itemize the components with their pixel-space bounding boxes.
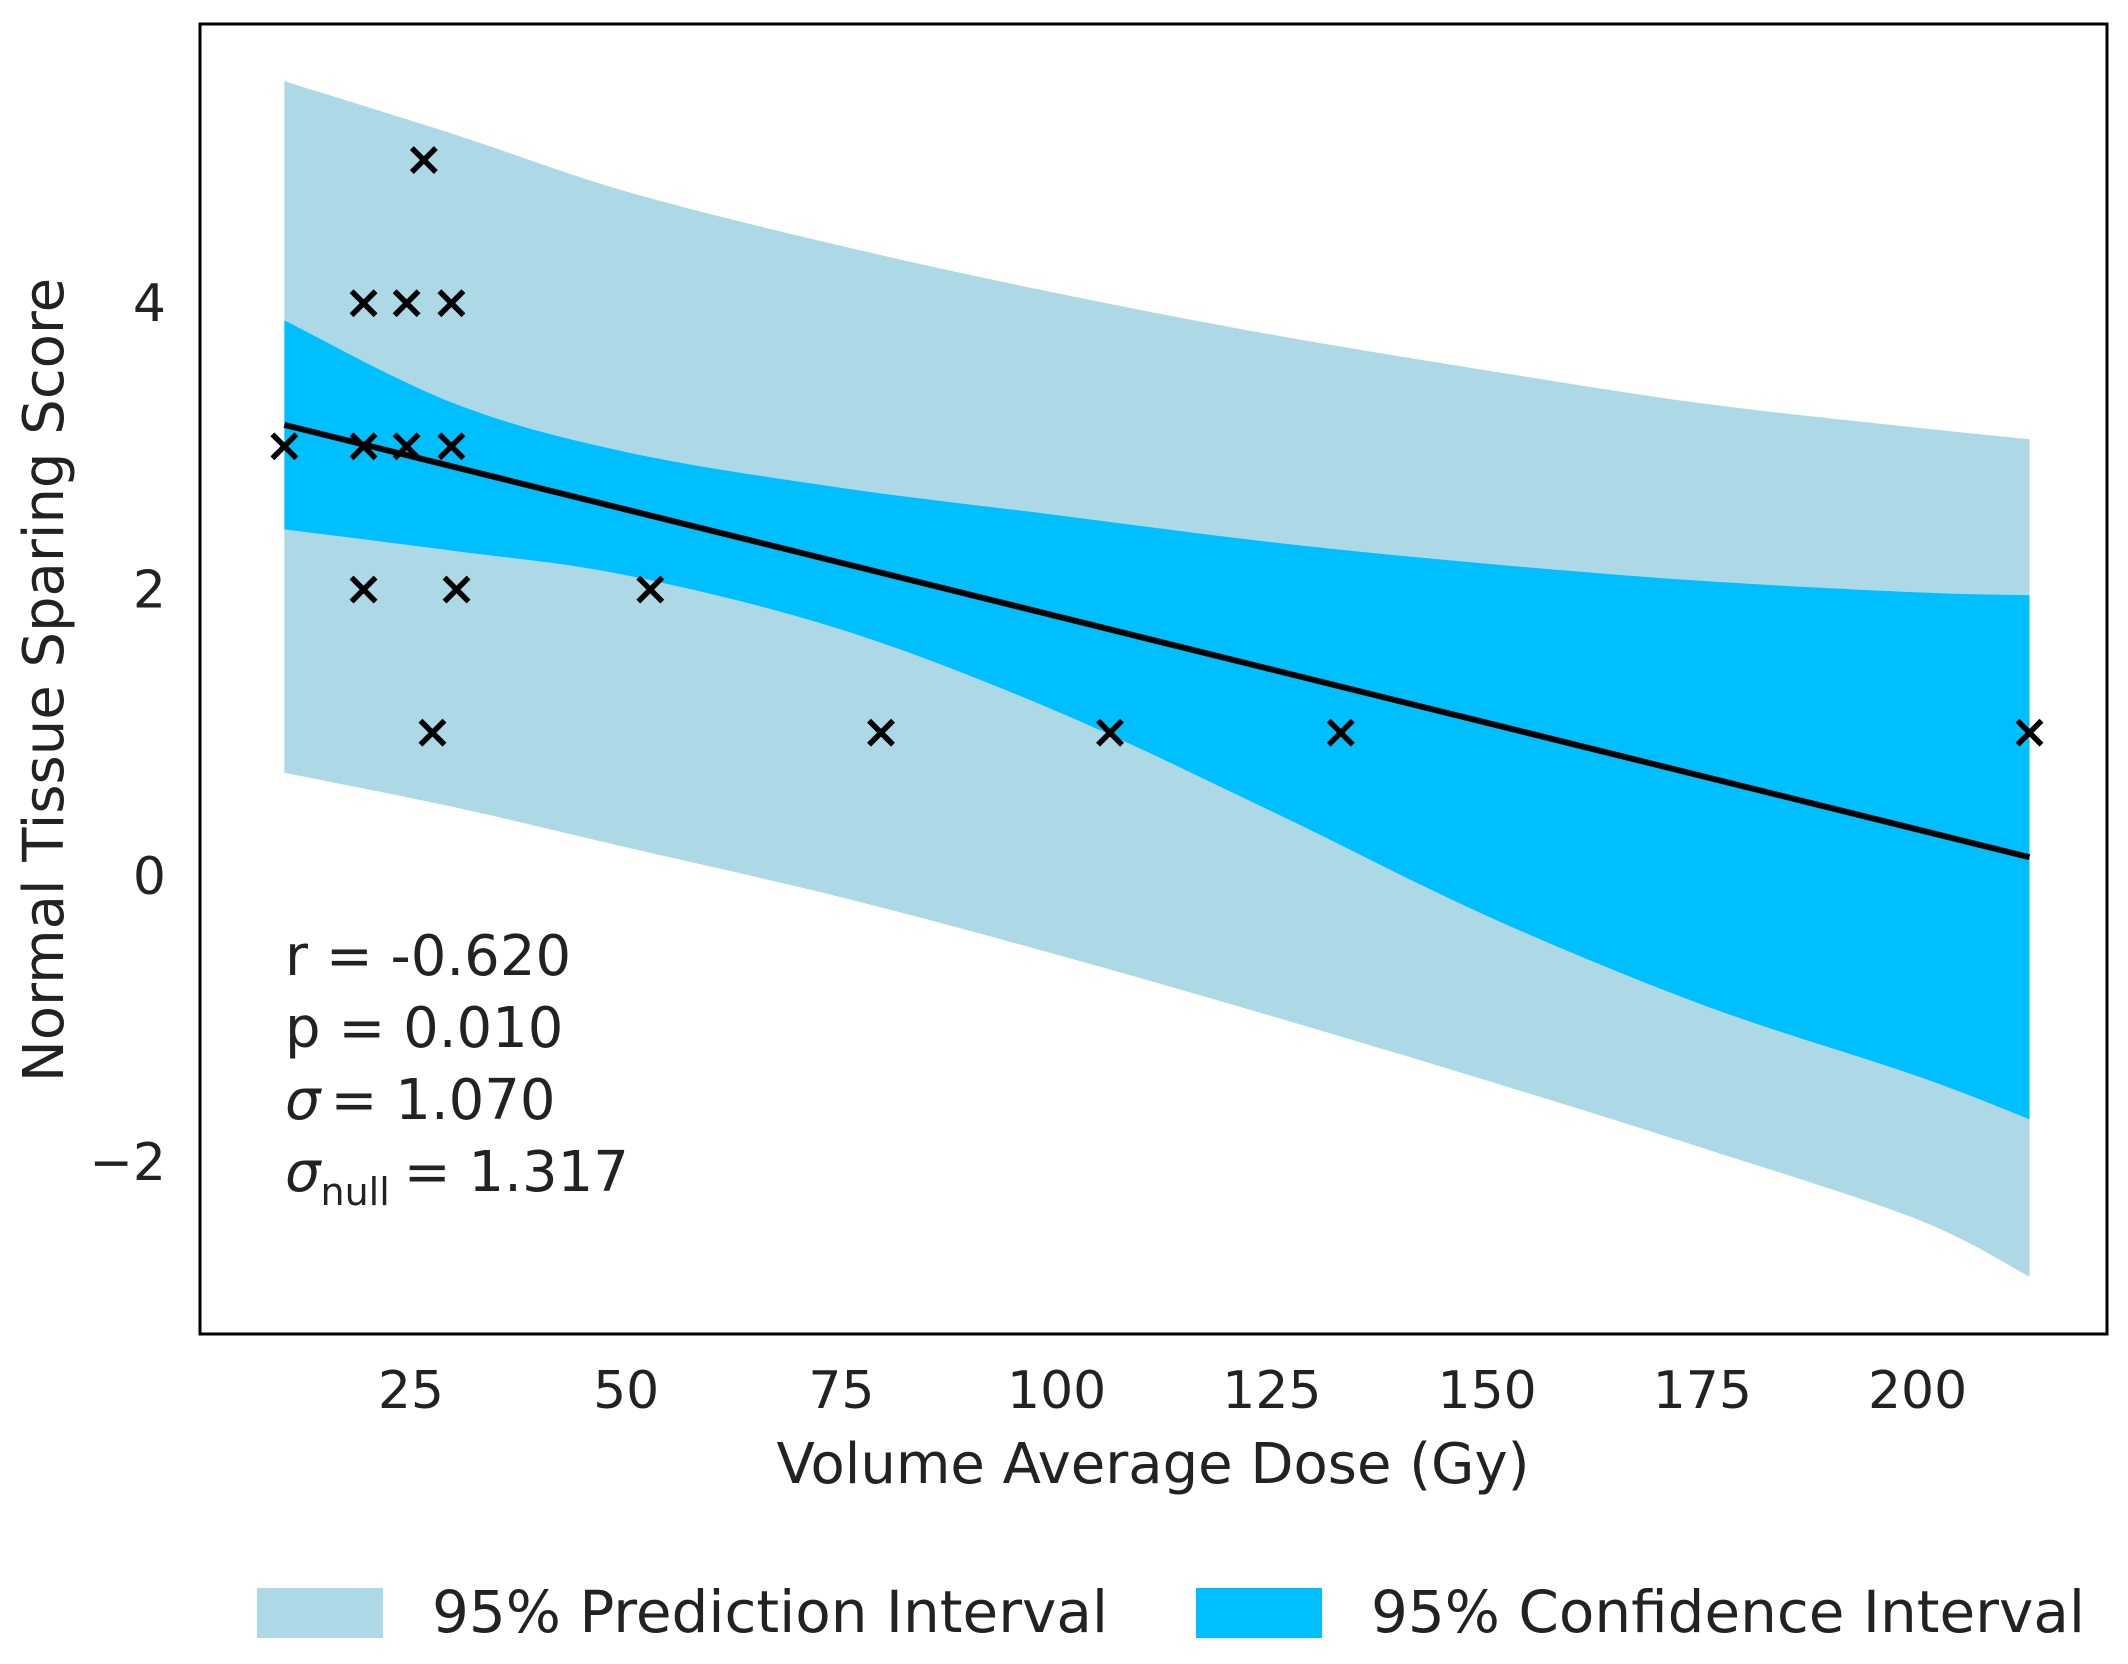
legend-label-prediction-interval: 95% Prediction Interval	[432, 1578, 1108, 1646]
data-point	[437, 432, 466, 461]
data-point	[392, 432, 421, 461]
data-point	[2015, 718, 2044, 747]
y-axis-ticks: −2 0 2 4	[89, 274, 166, 1193]
y-tick-label: −2	[89, 1133, 166, 1193]
x-axis-ticks: 25 50 75 100 125 150 175 200	[378, 1361, 1967, 1421]
data-point	[392, 289, 421, 318]
regression-line	[283, 421, 2031, 861]
plot-frame	[198, 22, 2109, 1336]
data-point	[636, 575, 665, 604]
sigma-null-value: = 1.317	[404, 1140, 629, 1205]
y-tick-label: 0	[133, 847, 166, 907]
y-tick-label: 2	[133, 561, 166, 621]
x-axis-label: Volume Average Dose (Gy)	[777, 1432, 1530, 1497]
sigma-null-symbol: σ	[285, 1140, 322, 1205]
stat-p: p = 0.010	[285, 996, 563, 1061]
data-point	[437, 289, 466, 318]
legend: 95% Prediction Interval 95% Confidence I…	[257, 1578, 2085, 1646]
data-point	[442, 575, 471, 604]
data-point	[270, 432, 299, 461]
data-points	[270, 146, 2044, 747]
y-axis-label: Normal Tissue Sparing Score	[12, 278, 77, 1082]
data-point	[349, 289, 378, 318]
data-point	[1096, 718, 1124, 747]
data-point	[418, 718, 447, 747]
x-tick-label: 75	[808, 1361, 874, 1421]
stat-sigma-null: σnull = 1.317	[285, 1140, 629, 1214]
stat-r: r = -0.620	[285, 924, 571, 989]
x-tick-label: 50	[593, 1361, 659, 1421]
data-point	[349, 575, 378, 604]
y-tick-label: 4	[133, 274, 166, 334]
data-point	[349, 432, 378, 461]
data-point	[1326, 718, 1355, 747]
x-tick-label: 175	[1653, 1361, 1752, 1421]
confidence-interval-band	[284, 320, 2030, 1120]
stats-annotation: r = -0.620 p = 0.010 σ = 1.070 σnull = 1.3…	[285, 924, 629, 1214]
x-tick-label: 100	[1007, 1361, 1106, 1421]
regression-line-layer	[283, 421, 2031, 861]
legend-label-confidence-interval: 95% Confidence Interval	[1371, 1578, 2085, 1646]
x-tick-label: 200	[1868, 1361, 1967, 1421]
x-tick-label: 125	[1222, 1361, 1321, 1421]
data-point	[409, 146, 438, 174]
sigma-value: = 1.070	[331, 1068, 556, 1133]
data-point	[867, 718, 895, 747]
legend-swatch-prediction-interval	[257, 1588, 383, 1638]
legend-swatch-confidence-interval	[1196, 1588, 1322, 1638]
sigma-null-subscript: null	[321, 1170, 390, 1214]
stat-sigma: σ = 1.070	[285, 1068, 556, 1133]
x-tick-label: 25	[378, 1361, 444, 1421]
interval-bands	[284, 81, 2030, 1277]
x-tick-label: 150	[1437, 1361, 1536, 1421]
sigma-symbol: σ	[285, 1068, 322, 1133]
